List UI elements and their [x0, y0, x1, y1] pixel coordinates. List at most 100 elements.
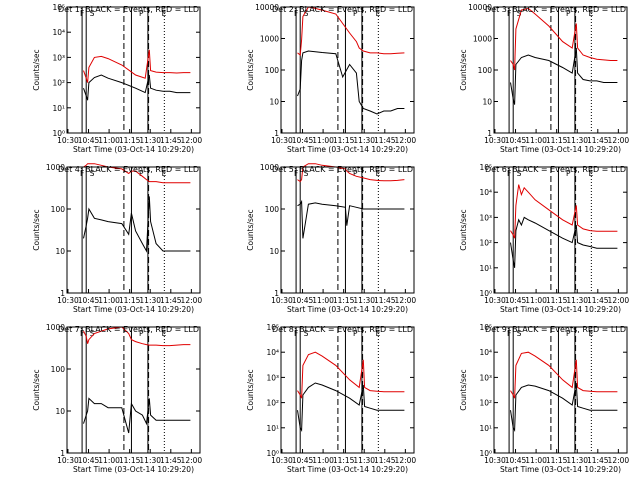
- x-tick-label: 11:45: [160, 456, 182, 465]
- x-tick-label: 11:45: [160, 136, 182, 145]
- y-tick-label: 10³: [266, 373, 279, 382]
- phase-marker: E: [162, 329, 167, 338]
- x-tick-label: 12:00: [608, 136, 630, 145]
- y-tick-label: 10000: [255, 3, 279, 12]
- y-tick-label: 10⁴: [52, 28, 65, 37]
- panel-title: Det 7: BLACK = Events, RED = LLD: [58, 325, 199, 334]
- x-tick-label: 11:00: [525, 456, 547, 465]
- phase-marker: F: [294, 9, 298, 18]
- x-axis-label: Start Time (03-Oct-14 10:29:20): [500, 145, 621, 154]
- panel-det-5: F S P E110100100010:3010:4511:0011:1511:301…: [246, 163, 416, 314]
- y-tick-label: 1000: [46, 163, 65, 172]
- y-tick-label: 10000: [468, 3, 492, 12]
- y-tick-label: 100: [51, 205, 66, 214]
- y-tick-label: 10⁵: [266, 323, 279, 332]
- series-line-events: [510, 382, 618, 432]
- y-tick-label: 1000: [260, 163, 279, 172]
- y-tick-label: 10: [55, 407, 65, 416]
- x-tick-label: 12:00: [608, 296, 630, 305]
- panel-title: Det 4: BLACK = Events, RED = LLD: [58, 165, 199, 174]
- plot-frame: [493, 6, 628, 134]
- phase-marker: F: [507, 9, 511, 18]
- y-tick-label: 1000: [260, 35, 279, 44]
- y-tick-label: 10⁴: [479, 188, 492, 197]
- y-tick-label: 10³: [52, 53, 65, 62]
- phase-marker: P: [566, 169, 571, 178]
- y-tick-label: 10¹: [479, 264, 492, 273]
- y-tick-label: 100: [265, 66, 280, 75]
- panel-det-9: F S P E10⁰10¹10²10³10⁴10⁵10:3010:4511:0011:…: [459, 323, 629, 474]
- x-tick-label: 11:00: [98, 456, 120, 465]
- y-axis-label: Counts/sec: [32, 209, 41, 250]
- x-axis-label: Start Time (03-Oct-14 10:29:20): [73, 465, 194, 474]
- panel-det-7: F S P E110100100010:3010:4511:0011:1511:301…: [32, 323, 202, 474]
- x-tick-label: 11:00: [312, 136, 334, 145]
- phase-marker: S: [90, 169, 95, 178]
- series-line-events: [297, 199, 405, 239]
- x-tick-label: 11:15: [546, 136, 568, 145]
- x-tick-label: 11:15: [546, 456, 568, 465]
- x-axis-label: Start Time (03-Oct-14 10:29:20): [287, 305, 408, 314]
- y-tick-label: 1: [487, 129, 492, 138]
- x-tick-label: 11:45: [374, 136, 396, 145]
- y-tick-label: 10: [482, 98, 492, 107]
- phase-marker: F: [80, 329, 84, 338]
- series-line-events: [297, 382, 405, 432]
- y-axis-label: Counts/sec: [32, 369, 41, 410]
- phase-marker: F: [294, 169, 298, 178]
- panel-det-6: F S P E10⁰10¹10²10³10⁴10⁵10:3010:4511:0011:…: [459, 163, 629, 314]
- y-axis-label: Counts/sec: [246, 369, 255, 410]
- y-tick-label: 10⁰: [266, 449, 279, 458]
- x-tick-label: 11:45: [587, 456, 609, 465]
- series-line-events: [83, 74, 191, 101]
- y-tick-label: 1: [274, 289, 279, 298]
- plot-frame: [66, 326, 201, 454]
- y-tick-label: 100: [478, 66, 493, 75]
- phase-marker: P: [566, 329, 571, 338]
- series-line-lld: [83, 326, 191, 347]
- x-tick-label: 10:45: [78, 136, 100, 145]
- plot-frame: [280, 326, 415, 454]
- y-tick-label: 10: [55, 247, 65, 256]
- plot-frame: [280, 166, 415, 294]
- x-tick-label: 12:00: [181, 136, 203, 145]
- x-tick-label: 11:15: [546, 296, 568, 305]
- phase-marker: S: [304, 169, 309, 178]
- x-tick-label: 10:45: [505, 136, 527, 145]
- phase-marker: P: [353, 329, 358, 338]
- x-tick-label: 11:30: [139, 136, 161, 145]
- series-line-lld: [510, 184, 618, 239]
- phase-marker: S: [304, 329, 309, 338]
- phase-marker: S: [90, 9, 95, 18]
- phase-marker: E: [162, 169, 167, 178]
- x-tick-label: 10:30: [271, 296, 293, 305]
- x-tick-label: 10:45: [292, 296, 314, 305]
- y-tick-label: 1: [60, 449, 65, 458]
- x-tick-label: 11:45: [587, 296, 609, 305]
- panel-det-8: F S P E10⁰10¹10²10³10⁴10⁵10:3010:4511:0011:…: [246, 323, 416, 474]
- y-tick-label: 10¹: [52, 104, 65, 113]
- x-tick-label: 11:30: [566, 296, 588, 305]
- x-tick-label: 11:30: [139, 296, 161, 305]
- series-line-lld: [83, 49, 191, 83]
- x-tick-label: 11:45: [374, 456, 396, 465]
- series-line-events: [297, 50, 405, 115]
- y-axis-label: Counts/sec: [32, 49, 41, 90]
- x-axis-label: Start Time (03-Oct-14 10:29:20): [73, 305, 194, 314]
- y-tick-label: 10⁴: [266, 348, 279, 357]
- x-tick-label: 11:45: [374, 296, 396, 305]
- y-axis-label: Counts/sec: [459, 49, 468, 90]
- phase-marker: E: [376, 9, 381, 18]
- panel-title: Det 9: BLACK = Events, RED = LLD: [485, 325, 626, 334]
- phase-marker: F: [507, 329, 511, 338]
- x-tick-label: 11:00: [98, 296, 120, 305]
- x-axis-label: Start Time (03-Oct-14 10:29:20): [287, 145, 408, 154]
- x-tick-label: 10:30: [271, 456, 293, 465]
- y-tick-label: 10⁵: [52, 3, 65, 12]
- phase-marker: P: [139, 9, 144, 18]
- phase-marker: S: [90, 329, 95, 338]
- x-tick-label: 10:30: [271, 136, 293, 145]
- panel-title: Det 3: BLACK = Events, RED = LLD: [485, 5, 626, 14]
- x-tick-label: 10:30: [484, 136, 506, 145]
- y-tick-label: 100: [51, 365, 66, 374]
